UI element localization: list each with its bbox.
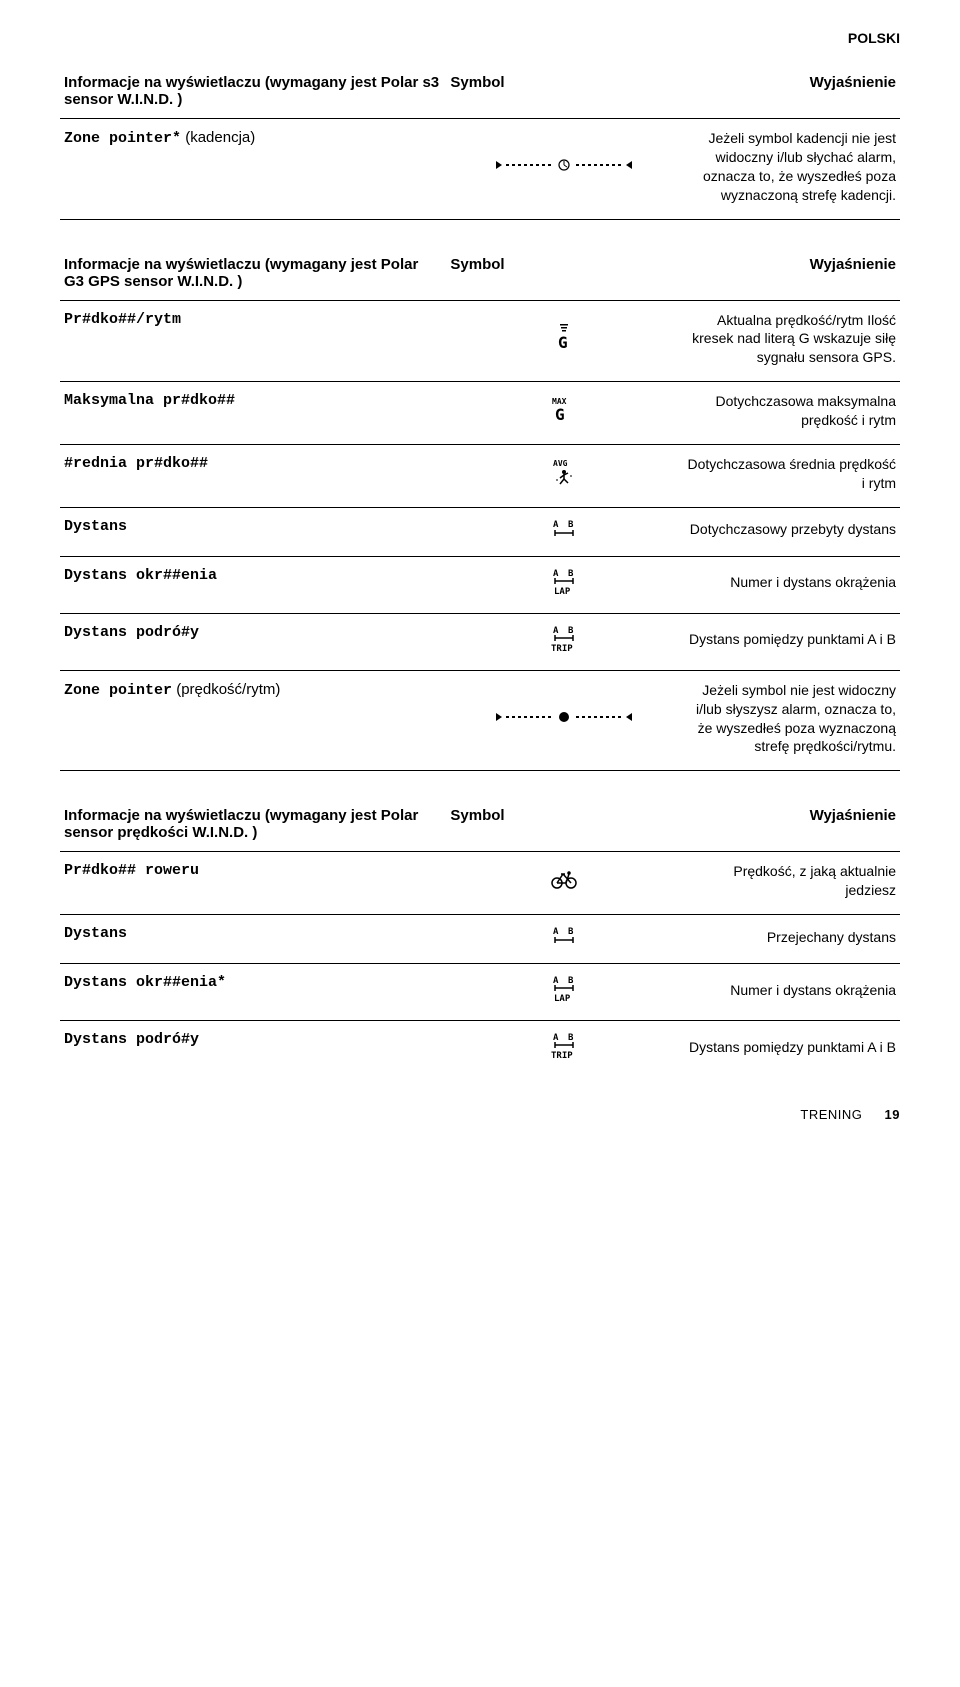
ab-trip-icon: AB TRIP	[550, 624, 578, 656]
row-explanation: Dystans pomiędzy punktami A i B	[682, 1021, 900, 1078]
row-label: Pr#dko##/rytm	[60, 300, 446, 382]
footer-page-number: 19	[885, 1107, 900, 1122]
page-footer: TRENING 19	[60, 1107, 900, 1122]
svg-text:A: A	[553, 1033, 559, 1043]
row-explanation: Dystans pomiędzy punktami A i B	[682, 613, 900, 670]
row-label: Zone pointer (prędkość/rytm)	[60, 670, 446, 771]
row-label: Dystans okr##enia	[60, 556, 446, 613]
avg-runner-icon: AVG	[551, 458, 577, 490]
svg-text:B: B	[568, 976, 574, 986]
row-explanation: Numer i dystans okrążenia	[682, 964, 900, 1021]
svg-text:G: G	[558, 333, 568, 350]
svg-text:B: B	[568, 927, 574, 937]
table-row: Pr#dko## roweru Prędkość, z jaką aktualni…	[60, 852, 900, 915]
row-explanation: Dotychczasowa średnia prędkość i rytm	[682, 445, 900, 508]
info-table: Informacje na wyświetlaczu (wymagany jes…	[60, 66, 900, 220]
row-symbol	[446, 852, 681, 915]
language-header: POLSKI	[60, 30, 900, 46]
table-row: Dystans okr##enia* AB LAP Numer i dystans o…	[60, 964, 900, 1021]
row-symbol: MAXG	[446, 382, 681, 445]
row-symbol: AB	[446, 507, 681, 556]
table-row: Dystans podró#y AB TRIP Dystans pomiędzy pu…	[60, 613, 900, 670]
header-explanation: Wyjaśnienie	[682, 248, 900, 301]
row-symbol: AVG	[446, 445, 681, 508]
info-table: Informacje na wyświetlaczu (wymagany jes…	[60, 248, 900, 772]
header-symbol: Symbol	[446, 248, 681, 301]
svg-text:LAP: LAP	[554, 587, 571, 595]
svg-text:A: A	[553, 976, 559, 986]
svg-text:TRIP: TRIP	[551, 1051, 573, 1059]
svg-text:B: B	[568, 1033, 574, 1043]
row-symbol: AB LAP	[446, 964, 681, 1021]
row-explanation: Numer i dystans okrążenia	[682, 556, 900, 613]
row-label: Dystans	[60, 915, 446, 964]
zone-pointer-filled-icon	[494, 709, 634, 729]
svg-text:AVG: AVG	[553, 459, 568, 468]
row-explanation: Przejechany dystans	[682, 915, 900, 964]
row-explanation: Jeżeli symbol kadencji nie jest widoczny…	[682, 119, 900, 220]
svg-text:A: A	[553, 520, 559, 530]
row-explanation: Dotychczasowa maksymalna prędkość i rytm	[682, 382, 900, 445]
header-symbol: Symbol	[446, 799, 681, 852]
row-label: Zone pointer* (kadencja)	[60, 119, 446, 220]
table-row: Zone pointer* (kadencja) Jeżeli symbol ka…	[60, 119, 900, 220]
tables-container: Informacje na wyświetlaczu (wymagany jes…	[60, 66, 900, 1077]
svg-text:A: A	[553, 569, 559, 579]
row-label: Dystans podró#y	[60, 1021, 446, 1078]
ab-dist-icon: AB	[551, 518, 577, 542]
table-row: Pr#dko##/rytm G Aktualna prędkość/rytm Ilo…	[60, 300, 900, 382]
max-g-icon: MAXG	[550, 396, 578, 426]
table-row: Dystans AB Przejechany dystans	[60, 915, 900, 964]
header-label: Informacje na wyświetlaczu (wymagany jes…	[60, 66, 446, 119]
svg-text:TRIP: TRIP	[551, 644, 573, 652]
table-row: Dystans okr##enia AB LAP Numer i dystans ok…	[60, 556, 900, 613]
row-label: #rednia pr#dko##	[60, 445, 446, 508]
svg-text:B: B	[568, 626, 574, 636]
table-row: #rednia pr#dko## AVG Dotychczasowa średnia…	[60, 445, 900, 508]
header-explanation: Wyjaśnienie	[682, 799, 900, 852]
header-symbol: Symbol	[446, 66, 681, 119]
footer-section: TRENING	[800, 1107, 862, 1122]
ab-dist-icon: AB	[551, 925, 577, 949]
row-explanation: Dotychczasowy przebyty dystans	[682, 507, 900, 556]
row-label: Dystans	[60, 507, 446, 556]
svg-text:A: A	[553, 927, 559, 937]
row-explanation: Jeżeli symbol nie jest widoczny i/lub sł…	[682, 670, 900, 771]
ab-trip-icon: AB TRIP	[550, 1031, 578, 1063]
table-row: Dystans AB Dotychczasowy przebyty dystans	[60, 507, 900, 556]
ab-lap-icon: AB LAP	[551, 567, 577, 599]
table-row: Maksymalna pr#dko## MAXG Dotychczasowa mak…	[60, 382, 900, 445]
row-symbol: G	[446, 300, 681, 382]
row-symbol	[446, 670, 681, 771]
header-explanation: Wyjaśnienie	[682, 66, 900, 119]
zone-pointer-open-icon	[494, 157, 634, 177]
bike-icon	[550, 869, 578, 893]
svg-text:B: B	[568, 569, 574, 579]
row-label: Dystans podró#y	[60, 613, 446, 670]
row-explanation: Aktualna prędkość/rytm Ilość kresek nad …	[682, 300, 900, 382]
row-label: Maksymalna pr#dko##	[60, 382, 446, 445]
table-row: Dystans podró#y AB TRIP Dystans pomiędzy pu…	[60, 1021, 900, 1078]
header-label: Informacje na wyświetlaczu (wymagany jes…	[60, 248, 446, 301]
g-signal-icon: G	[554, 324, 574, 354]
svg-text:LAP: LAP	[554, 994, 571, 1002]
row-label: Dystans okr##enia*	[60, 964, 446, 1021]
svg-text:G: G	[555, 405, 565, 422]
svg-text:A: A	[553, 626, 559, 636]
row-symbol: AB TRIP	[446, 1021, 681, 1078]
svg-text:B: B	[568, 520, 574, 530]
table-row: Zone pointer (prędkość/rytm) Jeżeli symbo…	[60, 670, 900, 771]
row-symbol: AB	[446, 915, 681, 964]
row-symbol	[446, 119, 681, 220]
header-label: Informacje na wyświetlaczu (wymagany jes…	[60, 799, 446, 852]
row-label: Pr#dko## roweru	[60, 852, 446, 915]
row-symbol: AB TRIP	[446, 613, 681, 670]
row-explanation: Prędkość, z jaką aktualnie jedziesz	[682, 852, 900, 915]
ab-lap-icon: AB LAP	[551, 974, 577, 1006]
row-symbol: AB LAP	[446, 556, 681, 613]
info-table: Informacje na wyświetlaczu (wymagany jes…	[60, 799, 900, 1077]
